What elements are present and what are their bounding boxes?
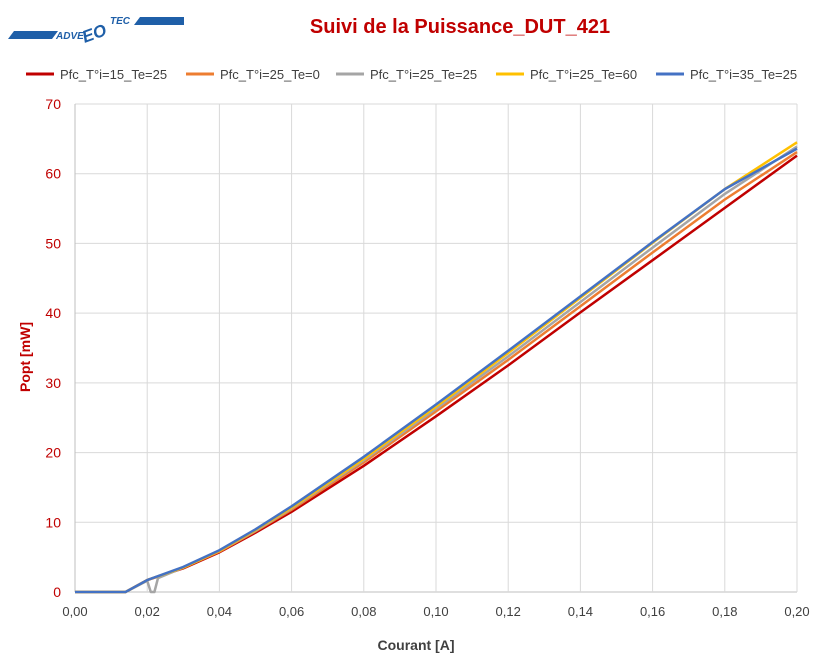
x-tick-label: 0,16 bbox=[640, 604, 665, 619]
chart-legend: Pfc_T°i=15_Te=25 Pfc_T°i=25_Te=0 Pfc_T°i=2… bbox=[26, 67, 797, 82]
legend-label: Pfc_T°i=25_Te=0 bbox=[220, 67, 320, 82]
logo-text-eo: EO bbox=[80, 21, 110, 47]
x-tick-label: 0,08 bbox=[351, 604, 376, 619]
y-tick-label: 20 bbox=[45, 445, 61, 461]
x-tick-label: 0,14 bbox=[568, 604, 593, 619]
legend-label: Pfc_T°i=35_Te=25 bbox=[690, 67, 797, 82]
x-tick-label: 0,06 bbox=[279, 604, 304, 619]
series-line bbox=[75, 147, 798, 594]
legend-label: Pfc_T°i=15_Te=25 bbox=[60, 67, 167, 82]
advetec-logo: ADVE EO TEC bbox=[8, 16, 184, 47]
x-tick-label: 0,12 bbox=[496, 604, 521, 619]
legend-label: Pfc_T°i=25_Te=25 bbox=[370, 67, 477, 82]
chart-series bbox=[75, 141, 798, 594]
chart-title: Suivi de la Puissance_DUT_421 bbox=[310, 16, 610, 38]
axis-ticks: 0 10 20 30 40 50 60 70 0,00 0,02 0,04 0,06 0,08 0,10 0… bbox=[45, 96, 809, 619]
y-axis-label: Popt [mW] bbox=[17, 322, 33, 392]
y-tick-label: 60 bbox=[45, 166, 61, 182]
logo-text-adve: ADVE bbox=[55, 31, 84, 42]
x-tick-label: 0,20 bbox=[784, 604, 809, 619]
logo-right-bar bbox=[134, 17, 184, 25]
y-tick-label: 40 bbox=[45, 305, 61, 321]
x-tick-label: 0,04 bbox=[207, 604, 232, 619]
y-tick-label: 30 bbox=[45, 375, 61, 391]
x-tick-label: 0,10 bbox=[423, 604, 448, 619]
x-axis-label: Courant [A] bbox=[378, 637, 455, 653]
x-tick-label: 0,00 bbox=[62, 604, 87, 619]
y-tick-label: 10 bbox=[45, 514, 61, 530]
y-tick-label: 0 bbox=[53, 584, 61, 600]
x-tick-label: 0,18 bbox=[712, 604, 737, 619]
x-tick-label: 0,02 bbox=[135, 604, 160, 619]
logo-left-bar bbox=[8, 31, 58, 39]
y-tick-label: 50 bbox=[45, 235, 61, 251]
y-tick-label: 70 bbox=[45, 96, 61, 112]
legend-label: Pfc_T°i=25_Te=60 bbox=[530, 67, 637, 82]
logo-text-tec: TEC bbox=[110, 16, 131, 27]
chart-grid bbox=[74, 103, 798, 593]
